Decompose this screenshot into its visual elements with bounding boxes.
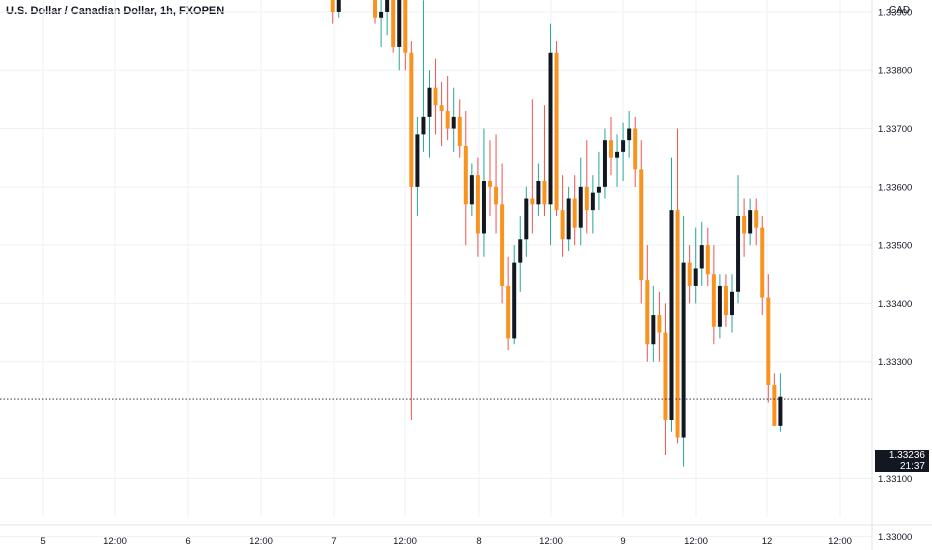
x-tick-label: 12 [762, 536, 773, 547]
y-tick-label: 1.33700 [878, 124, 912, 135]
candle-body [590, 192, 595, 211]
candle-body [736, 215, 741, 292]
y-tick-label: 1.33400 [878, 299, 912, 310]
candle-body [475, 175, 480, 234]
candle-body [657, 315, 662, 333]
candle-body [530, 198, 535, 205]
candle-body [572, 198, 577, 228]
candle-body [488, 181, 492, 187]
currency-label: CAD [889, 5, 911, 16]
candle-body [754, 210, 759, 228]
candle-body [451, 116, 456, 129]
candle-body [536, 181, 541, 205]
candle-body [627, 128, 632, 141]
x-tick-label: 12:00 [103, 536, 127, 547]
candle-body [645, 280, 650, 345]
candle-body [609, 140, 613, 158]
y-tick-label: 1.33100 [878, 474, 912, 485]
candle-body [330, 0, 335, 12]
candle-body [415, 134, 420, 187]
candle-body [596, 186, 601, 193]
candle-body [403, 0, 408, 53]
candle-body [397, 0, 402, 47]
candle-body [427, 87, 432, 117]
candle-body [566, 198, 571, 240]
candle-body [584, 186, 589, 211]
x-tick-label: 12:00 [828, 536, 852, 547]
x-tick-label: 12:00 [539, 536, 563, 547]
candle-body [336, 0, 341, 12]
candle-body [699, 245, 704, 269]
candle-body [663, 332, 668, 421]
last-price-value: 1.33236 [888, 450, 925, 461]
candle-body [602, 140, 607, 187]
last-price-badge: 1.33236 21:37 [875, 450, 929, 472]
candle-body [578, 186, 583, 228]
candle-body [542, 181, 547, 205]
candle-body [379, 11, 384, 18]
candle-body [469, 175, 474, 205]
candle-body [554, 52, 559, 211]
candle-body [742, 215, 747, 234]
candle-body [506, 285, 511, 339]
x-tick-label: 12:00 [393, 536, 417, 547]
candle-body [760, 227, 765, 298]
candle-body [687, 262, 692, 286]
candle-body [639, 169, 644, 281]
x-tick-label: 6 [185, 536, 190, 547]
candle-body [457, 116, 462, 147]
candle-body [463, 146, 468, 205]
candle-body [621, 140, 626, 152]
candle-body [518, 239, 523, 263]
x-tick-label: 12:00 [684, 536, 708, 547]
candle-body [409, 52, 414, 187]
y-tick-label: 1.33300 [878, 357, 912, 368]
candle-body [778, 396, 783, 426]
candle-body [748, 210, 753, 234]
candle-body [723, 285, 728, 316]
candle-body [560, 210, 565, 240]
y-tick-label: 1.33600 [878, 182, 912, 193]
x-tick-label: 5 [40, 536, 45, 547]
candle-body [717, 285, 722, 327]
candle-body [481, 181, 486, 234]
y-tick-label: 1.33900 [878, 7, 912, 18]
candle-body [524, 198, 529, 240]
candle-body [385, 0, 390, 12]
x-tick-label: 9 [620, 536, 625, 547]
x-tick-label: 7 [331, 536, 336, 547]
y-tick-label: 1.33000 [878, 532, 912, 543]
candle-body [681, 262, 686, 438]
bar-countdown: 21:37 [899, 461, 925, 472]
candle-body [633, 128, 638, 170]
candle-body [651, 315, 656, 345]
candle-body [494, 186, 499, 205]
candle-body [693, 268, 698, 286]
candle-body [512, 262, 517, 339]
x-tick-label: 12:00 [249, 536, 273, 547]
candle-body [439, 105, 444, 112]
candle-body [669, 210, 674, 421]
candle-body [711, 274, 716, 327]
candle-body [391, 0, 396, 47]
candle-body [373, 0, 378, 18]
candle-body [766, 297, 771, 386]
candle-body [548, 52, 553, 205]
candle-body [421, 116, 426, 135]
x-tick-label: 8 [476, 536, 481, 547]
candle-body [433, 87, 438, 106]
y-tick-label: 1.33500 [878, 241, 912, 252]
candle-body [500, 204, 505, 286]
candle-body [615, 151, 620, 158]
candle-body [772, 385, 777, 426]
candle-body [705, 245, 710, 275]
candle-body [730, 291, 734, 316]
y-tick-label: 1.33800 [878, 66, 912, 77]
candle-body [675, 210, 680, 438]
candle-body [445, 111, 450, 129]
